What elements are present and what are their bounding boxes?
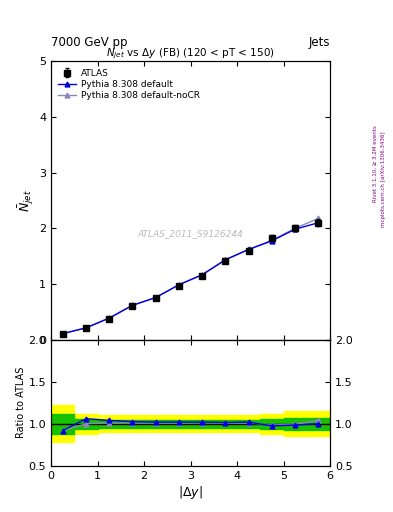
Text: ATLAS_2011_S9126244: ATLAS_2011_S9126244 — [138, 229, 244, 239]
Pythia 8.308 default — [61, 331, 65, 337]
Pythia 8.308 default — [293, 226, 298, 232]
Pythia 8.308 default-noCR — [223, 257, 228, 263]
Pythia 8.308 default-noCR — [316, 215, 321, 221]
Pythia 8.308 default — [107, 315, 112, 321]
Text: 7000 GeV pp: 7000 GeV pp — [51, 36, 128, 49]
X-axis label: $|\Delta y|$: $|\Delta y|$ — [178, 483, 203, 501]
Pythia 8.308 default — [130, 302, 135, 308]
Pythia 8.308 default — [223, 257, 228, 263]
Pythia 8.308 default — [316, 220, 321, 226]
Pythia 8.308 default-noCR — [61, 331, 65, 337]
Title: $N_{jet}$ vs $\Delta y$ (FB) (120 < pT < 150): $N_{jet}$ vs $\Delta y$ (FB) (120 < pT <… — [106, 47, 275, 61]
Pythia 8.308 default — [200, 272, 205, 278]
Pythia 8.308 default-noCR — [107, 315, 112, 321]
Line: Pythia 8.308 default-noCR: Pythia 8.308 default-noCR — [60, 216, 321, 336]
Pythia 8.308 default — [84, 325, 88, 331]
Y-axis label: $\bar{N}_{jet}$: $\bar{N}_{jet}$ — [17, 189, 36, 212]
Text: mcplots.cern.ch [arXiv:1306.3436]: mcplots.cern.ch [arXiv:1306.3436] — [381, 132, 386, 227]
Pythia 8.308 default — [176, 282, 181, 288]
Pythia 8.308 default-noCR — [270, 237, 274, 243]
Pythia 8.308 default-noCR — [84, 325, 88, 331]
Line: Pythia 8.308 default: Pythia 8.308 default — [60, 220, 321, 336]
Pythia 8.308 default-noCR — [153, 294, 158, 301]
Pythia 8.308 default — [153, 294, 158, 301]
Pythia 8.308 default-noCR — [246, 246, 251, 252]
Pythia 8.308 default-noCR — [176, 282, 181, 288]
Text: Rivet 3.1.10, ≥ 3.2M events: Rivet 3.1.10, ≥ 3.2M events — [373, 125, 378, 202]
Pythia 8.308 default — [246, 246, 251, 252]
Pythia 8.308 default-noCR — [130, 302, 135, 308]
Y-axis label: Ratio to ATLAS: Ratio to ATLAS — [16, 367, 26, 438]
Pythia 8.308 default-noCR — [293, 225, 298, 231]
Pythia 8.308 default — [270, 238, 274, 244]
Pythia 8.308 default-noCR — [200, 272, 205, 278]
Text: Jets: Jets — [309, 36, 330, 49]
Legend: ATLAS, Pythia 8.308 default, Pythia 8.308 default-noCR: ATLAS, Pythia 8.308 default, Pythia 8.30… — [55, 66, 202, 103]
